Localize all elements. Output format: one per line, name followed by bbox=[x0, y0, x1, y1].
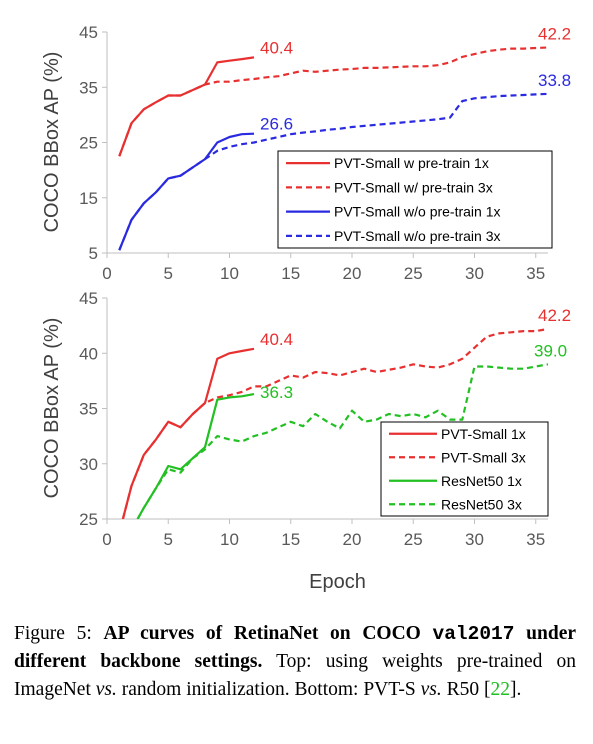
series-end-label: 42.2 bbox=[538, 24, 571, 43]
legend: PVT-Small w pre-train 1x PVT-Small w/ pre… bbox=[277, 150, 553, 249]
legend-entry: ResNet50 3x bbox=[441, 496, 522, 512]
series-line-3 bbox=[136, 363, 549, 519]
caption-citation-link[interactable]: 22 bbox=[490, 679, 510, 700]
chart-bottom: 25 30 35 40 45 0 5 10 15 20 25 30 35 COCO BBox AP (%)… bbox=[41, 289, 571, 593]
caption-body-3: R50 [ bbox=[446, 679, 491, 700]
y-tick-label: 5 bbox=[89, 244, 98, 263]
x-tick-label: 20 bbox=[343, 530, 362, 549]
x-tick-label: 20 bbox=[343, 264, 362, 283]
x-tick-label: 15 bbox=[281, 264, 300, 283]
caption-body-4: ]. bbox=[509, 679, 522, 700]
series-end-label: 26.6 bbox=[260, 115, 293, 134]
y-tick-label: 25 bbox=[79, 510, 98, 529]
y-tick-label: 30 bbox=[79, 455, 98, 474]
series-line-1 bbox=[118, 46, 549, 157]
x-tick-label: 10 bbox=[220, 264, 239, 283]
caption-title-code: val2017 bbox=[432, 623, 515, 645]
legend-entry: PVT-Small w pre-train 1x bbox=[334, 155, 489, 171]
series-end-label: 36.3 bbox=[260, 383, 293, 402]
y-tick-label: 35 bbox=[79, 400, 98, 419]
legend-box bbox=[380, 421, 549, 517]
y-tick-label: 45 bbox=[79, 289, 98, 308]
series-end-label: 40.4 bbox=[260, 330, 293, 349]
caption-vs-2: vs. bbox=[420, 679, 442, 700]
legend-entry: PVT-Small w/ pre-train 3x bbox=[334, 179, 493, 195]
x-tick-label: 5 bbox=[164, 264, 173, 283]
series-end-label: 42.2 bbox=[538, 306, 571, 325]
x-tick-label: 15 bbox=[281, 530, 300, 549]
y-tick-label: 35 bbox=[79, 78, 98, 97]
legend-entry: PVT-Small 3x bbox=[441, 449, 526, 465]
y-axis-title: COCO BBox AP (%) bbox=[41, 52, 63, 233]
y-tick-label: 15 bbox=[79, 189, 98, 208]
legend-entry: PVT-Small w/o pre-train 1x bbox=[334, 204, 501, 220]
caption-figure-label: Figure 5: bbox=[14, 623, 92, 644]
series-line-1 bbox=[121, 327, 549, 519]
series-line-0 bbox=[118, 56, 255, 157]
x-tick-label: 0 bbox=[102, 264, 111, 283]
caption-vs-1: vs. bbox=[95, 679, 117, 700]
x-tick-label: 30 bbox=[465, 530, 484, 549]
x-tick-label: 30 bbox=[465, 264, 484, 283]
x-tick-label: 0 bbox=[102, 530, 111, 549]
series-end-label: 40.4 bbox=[260, 38, 293, 57]
caption-title-2: under different backbone settings. bbox=[14, 623, 577, 672]
x-axis-title: Epoch bbox=[309, 571, 366, 593]
series-end-label: 33.8 bbox=[538, 71, 571, 90]
x-tick-label: 25 bbox=[404, 264, 423, 283]
legend-entry: ResNet50 1x bbox=[441, 473, 522, 489]
legend: PVT-Small 1x PVT-Small 3x ResNet50 1x ResNe… bbox=[380, 421, 549, 517]
x-tick-label: 10 bbox=[220, 530, 239, 549]
series-group bbox=[118, 46, 549, 251]
legend-entry: PVT-Small 1x bbox=[441, 426, 526, 442]
caption-body-1: Top: using weights pre-trained on ImageN… bbox=[14, 651, 576, 700]
series-line-3 bbox=[118, 92, 549, 251]
x-tick-label: 5 bbox=[164, 530, 173, 549]
figure-caption: Figure 5: AP curves of RetinaNet on COCO… bbox=[14, 620, 576, 704]
series-group bbox=[121, 327, 549, 519]
series-line-2 bbox=[118, 132, 255, 251]
legend-entry: PVT-Small w/o pre-train 3x bbox=[334, 228, 501, 244]
y-axis-title: COCO BBox AP (%) bbox=[41, 318, 63, 499]
y-tick-label: 25 bbox=[79, 134, 98, 153]
caption-body-2: random initialization. Bottom: PVT-S bbox=[121, 679, 416, 700]
legend-box bbox=[277, 150, 553, 249]
series-end-label: 39.0 bbox=[534, 341, 567, 360]
series-line-0 bbox=[121, 347, 255, 519]
x-tick-label: 35 bbox=[526, 264, 545, 283]
y-tick-label: 45 bbox=[79, 23, 98, 42]
caption-title-1: AP curves of RetinaNet on COCO bbox=[103, 623, 421, 644]
y-tick-label: 40 bbox=[79, 344, 98, 363]
x-tick-label: 35 bbox=[526, 530, 545, 549]
x-tick-label: 25 bbox=[404, 530, 423, 549]
